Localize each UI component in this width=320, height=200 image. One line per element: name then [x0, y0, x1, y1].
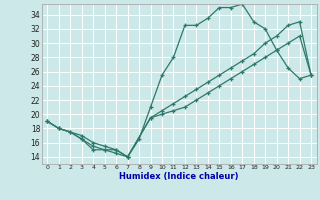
X-axis label: Humidex (Indice chaleur): Humidex (Indice chaleur): [119, 172, 239, 181]
